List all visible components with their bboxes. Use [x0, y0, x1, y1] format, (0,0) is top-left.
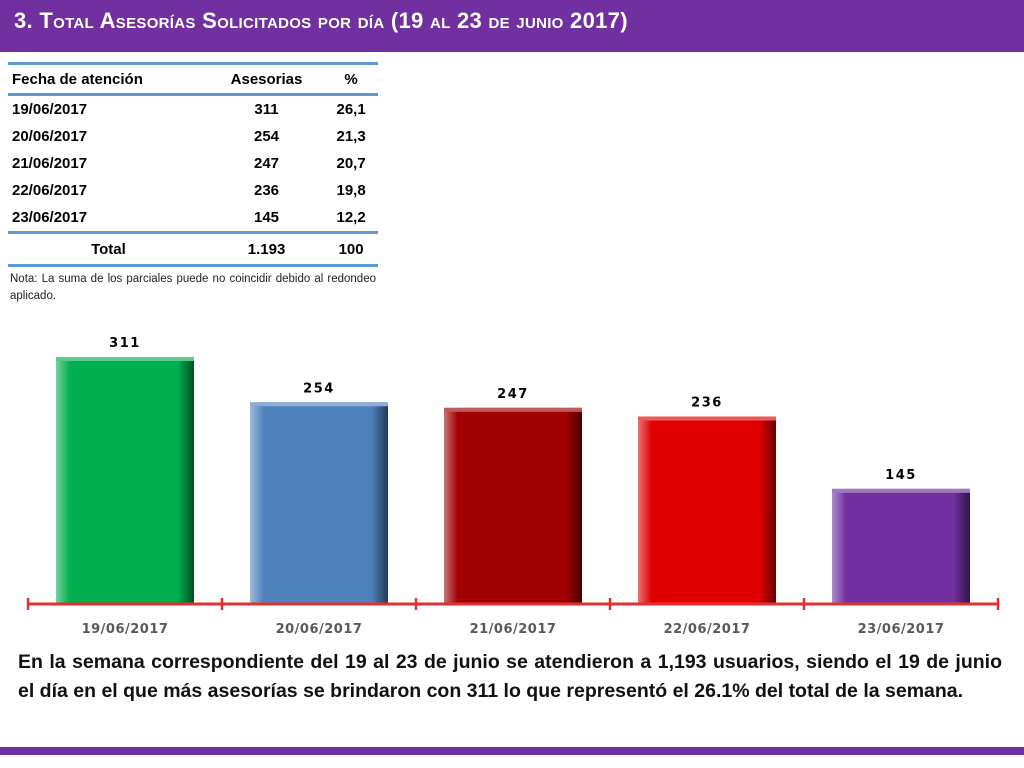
summary-text: En la semana correspondiente del 19 al 2…: [18, 651, 1002, 702]
cell-percent: 21,3: [336, 128, 366, 145]
bar-top-highlight: [56, 357, 194, 361]
cell-percent: 12,2: [336, 209, 366, 226]
cell-date: 20/06/2017: [12, 128, 88, 145]
bar-top-highlight: [444, 407, 582, 412]
table-header-row: Fecha de atención Asesorias %: [8, 63, 378, 95]
data-label: 311: [109, 336, 141, 351]
x-tick-label: 21/06/2017: [470, 622, 557, 637]
x-tick-label: 20/06/2017: [276, 622, 363, 637]
cell-count: 254: [254, 128, 280, 145]
bar-top-highlight: [250, 402, 388, 407]
bar-top-highlight: [832, 488, 970, 493]
cell-count: 145: [254, 209, 280, 226]
bar: [638, 416, 776, 604]
bottom-bar: [0, 747, 1024, 755]
data-label: 254: [303, 381, 335, 396]
table-row: 23/06/2017 145 12,2: [8, 204, 378, 233]
table-row: 19/06/2017 311 26,1: [8, 95, 378, 124]
header-percent: %: [344, 71, 358, 88]
x-tick-label: 19/06/2017: [82, 622, 169, 637]
bar: [444, 407, 582, 604]
x-tick-label: 22/06/2017: [664, 622, 751, 637]
x-tick-label: 23/06/2017: [858, 622, 945, 637]
cell-percent: 26,1: [336, 101, 366, 118]
cell-count: 236: [254, 182, 280, 199]
bar: [56, 357, 194, 604]
cell-percent: 19,8: [336, 182, 366, 199]
bar: [250, 402, 388, 604]
table-total-row: Total 1.193 100: [8, 232, 378, 266]
bar: [832, 488, 970, 604]
data-label: 236: [691, 396, 723, 411]
total-label: Total: [91, 240, 126, 258]
data-label: 247: [497, 387, 529, 402]
bar-top-highlight: [638, 416, 776, 421]
data-table: Fecha de atención Asesorias % 19/06/2017…: [8, 62, 378, 267]
cell-date: 23/06/2017: [12, 209, 88, 226]
table-note: Nota: La suma de los parciales puede no …: [10, 273, 376, 302]
table-row: 22/06/2017 236 19,8: [8, 177, 378, 204]
total-percent: 100: [338, 240, 364, 258]
data-label: 145: [885, 468, 917, 483]
cell-count: 311: [254, 101, 279, 118]
cell-count: 247: [254, 155, 280, 172]
cell-date: 22/06/2017: [12, 182, 88, 199]
cell-percent: 20,7: [336, 155, 366, 172]
header-asesorias: Asesorias: [230, 71, 303, 88]
table-row: 20/06/2017 254 21,3: [8, 123, 378, 150]
cell-date: 21/06/2017: [12, 155, 88, 172]
table-row: 21/06/2017 247 20,7: [8, 150, 378, 177]
header-fecha: Fecha de atención: [12, 71, 143, 88]
bar-chart: 311 19/06/2017 254 20/06/2017 247 21/06/2017 2…: [26, 336, 1000, 637]
cell-date: 19/06/2017: [12, 101, 88, 118]
title-bar: 3. Total Asesorías Solicitados por día (…: [0, 0, 1024, 52]
slide-title: 3. Total Asesorías Solicitados por día (…: [14, 8, 628, 33]
total-count: 1.193: [247, 240, 286, 258]
